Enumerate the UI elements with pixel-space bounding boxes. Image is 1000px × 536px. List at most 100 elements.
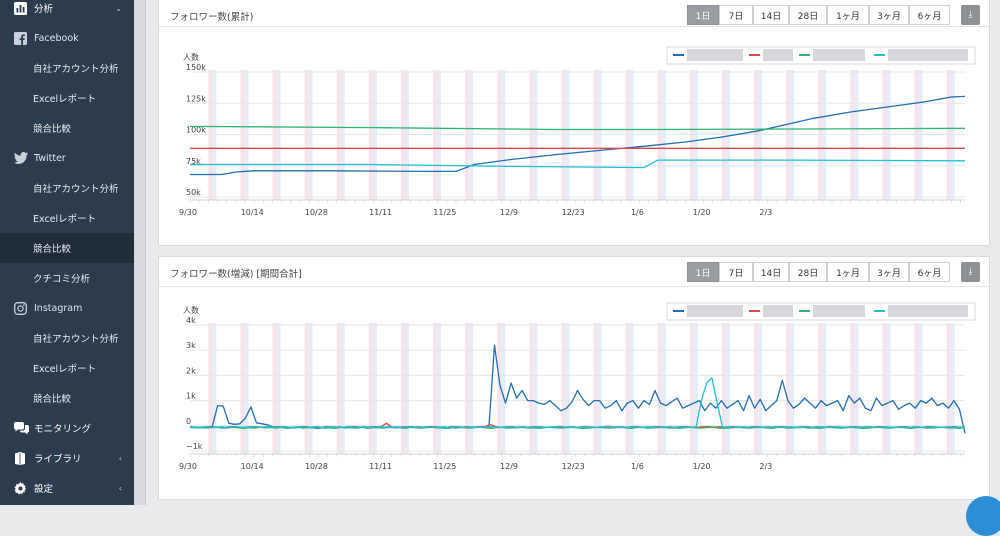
x-tick-label: 12/23 bbox=[562, 462, 585, 471]
x-tick-label: 1/20 bbox=[693, 208, 711, 217]
sidebar-item-6[interactable]: 自社アカウント分析 bbox=[0, 173, 134, 203]
x-tick-label: 11/11 bbox=[369, 462, 392, 471]
x-tick-label: 1/20 bbox=[693, 462, 711, 471]
range-button-3[interactable]: 28日 bbox=[789, 262, 827, 282]
panel-title: フォロワー数(増減) [期間合計] bbox=[170, 269, 302, 280]
range-button-5[interactable]: 3ヶ月 bbox=[869, 262, 909, 282]
x-tick-label: 2/3 bbox=[759, 208, 772, 217]
sidebar-item-8[interactable]: 競合比較 bbox=[0, 233, 134, 263]
sidebar-item-0[interactable]: 分析 ⌄ bbox=[0, 0, 134, 23]
sidebar-item-14[interactable]: モニタリング bbox=[0, 413, 134, 443]
sidebar-item-7[interactable]: Excelレポート bbox=[0, 203, 134, 233]
sidebar-item-3[interactable]: Excelレポート bbox=[0, 83, 134, 113]
sidebar-item-12[interactable]: Excelレポート bbox=[0, 353, 134, 383]
series-line-3 bbox=[189, 377, 966, 428]
help-chat-button[interactable] bbox=[966, 496, 1000, 536]
sidebar-item-label: Excelレポート bbox=[33, 364, 97, 375]
gear-icon bbox=[14, 481, 27, 495]
x-tick-label: 12/23 bbox=[562, 208, 585, 217]
legend-label-redacted bbox=[888, 305, 968, 317]
chevron-icon: ‹ bbox=[118, 453, 122, 463]
chat-bubbles-icon bbox=[14, 421, 29, 435]
sidebar: 分析 ⌄ Facebook 自社アカウント分析 Excelレポート 競合比較 Twitter… bbox=[0, 0, 134, 505]
sidebar-item-label: 自社アカウント分析 bbox=[33, 184, 119, 195]
sidebar-item-label: Excelレポート bbox=[33, 94, 97, 105]
sidebar-item-label: 競合比較 bbox=[33, 394, 72, 405]
range-button-6[interactable]: 6ヶ月 bbox=[909, 262, 950, 282]
facebook-icon bbox=[14, 31, 27, 45]
panel-header: フォロワー数(累計) 1日 7日 14日 28日 1ヶ月 3ヶ月 6ヶ月 ⤓ bbox=[159, 0, 989, 27]
legend-label-redacted bbox=[687, 49, 743, 61]
legend-label-redacted bbox=[687, 305, 743, 317]
sidebar-item-9[interactable]: クチコミ分析 bbox=[0, 263, 134, 293]
sidebar-item-13[interactable]: 競合比較 bbox=[0, 383, 134, 413]
panel-title: フォロワー数(累計) bbox=[170, 12, 254, 23]
sidebar-item-15[interactable]: ライブラリ ‹ bbox=[0, 443, 134, 473]
sidebar-item-1[interactable]: Facebook bbox=[0, 23, 134, 53]
y-tick-label: 100k bbox=[186, 126, 206, 135]
x-tick-label: 11/25 bbox=[433, 462, 456, 471]
chart-legend bbox=[666, 46, 976, 65]
legend-swatch bbox=[874, 54, 885, 56]
x-tick-label: 10/14 bbox=[241, 208, 264, 217]
range-button-2[interactable]: 14日 bbox=[753, 262, 789, 282]
chevron-icon: ‹ bbox=[118, 483, 122, 493]
legend-swatch bbox=[874, 310, 885, 312]
panel-header: フォロワー数(増減) [期間合計] 1日 7日 14日 28日 1ヶ月 3ヶ月 6ヶ月 ⤓ bbox=[159, 257, 989, 287]
x-tick-label: 12/9 bbox=[500, 462, 518, 471]
legend-swatch bbox=[673, 310, 684, 312]
range-button-4[interactable]: 1ヶ月 bbox=[827, 262, 869, 282]
y-tick-label: 50k bbox=[186, 188, 201, 197]
legend-label-redacted bbox=[888, 49, 968, 61]
y-tick-label: 0 bbox=[186, 417, 191, 426]
chart-panel-delta: フォロワー数(増減) [期間合計] 1日 7日 14日 28日 1ヶ月 3ヶ月 6ヶ月 ⤓ 4… bbox=[158, 256, 990, 500]
x-tick-label: 12/9 bbox=[500, 208, 518, 217]
legend-swatch bbox=[799, 54, 810, 56]
main-content: フォロワー数(累計) 1日 7日 14日 28日 1ヶ月 3ヶ月 6ヶ月 ⤓ 150k 125k… bbox=[147, 0, 1000, 505]
legend-label-redacted bbox=[813, 49, 865, 61]
sidebar-item-5[interactable]: Twitter bbox=[0, 143, 134, 173]
chart-panel-cumulative: フォロワー数(累計) 1日 7日 14日 28日 1ヶ月 3ヶ月 6ヶ月 ⤓ 150k 125k… bbox=[158, 0, 990, 246]
y-tick-label: 3k bbox=[186, 341, 196, 350]
x-tick-label: 9/30 bbox=[179, 208, 197, 217]
sidebar-item-16[interactable]: 設定 ‹ bbox=[0, 473, 134, 503]
range-button-0[interactable]: 1日 bbox=[687, 5, 719, 25]
sidebar-item-label: Twitter bbox=[34, 152, 66, 164]
legend-label-redacted bbox=[763, 305, 793, 317]
y-tick-label: 4k bbox=[186, 316, 196, 325]
legend-swatch bbox=[749, 54, 760, 56]
range-button-5[interactable]: 3ヶ月 bbox=[869, 5, 909, 25]
y-axis-unit: 人数 bbox=[183, 305, 199, 315]
range-button-2[interactable]: 14日 bbox=[753, 5, 789, 25]
sidebar-item-2[interactable]: 自社アカウント分析 bbox=[0, 53, 134, 83]
download-icon[interactable]: ⤓ bbox=[961, 262, 980, 282]
x-tick-label: 9/30 bbox=[179, 462, 197, 471]
instagram-icon bbox=[14, 301, 27, 315]
sidebar-item-label: 競合比較 bbox=[33, 124, 72, 135]
download-icon[interactable]: ⤓ bbox=[961, 5, 980, 25]
sidebar-item-11[interactable]: 自社アカウント分析 bbox=[0, 323, 134, 353]
sidebar-item-10[interactable]: Instagram bbox=[0, 293, 134, 323]
range-button-0[interactable]: 1日 bbox=[687, 262, 719, 282]
range-button-4[interactable]: 1ヶ月 bbox=[827, 5, 869, 25]
sidebar-item-label: 自社アカウント分析 bbox=[33, 64, 119, 75]
legend-label-redacted bbox=[763, 49, 793, 61]
y-tick-label: 150k bbox=[186, 63, 206, 72]
sidebar-item-4[interactable]: 競合比較 bbox=[0, 113, 134, 143]
range-button-1[interactable]: 7日 bbox=[719, 262, 753, 282]
sidebar-item-label: モニタリング bbox=[34, 424, 92, 435]
series-line-2 bbox=[189, 125, 966, 131]
legend-swatch bbox=[749, 310, 760, 312]
legend-label-redacted bbox=[813, 305, 865, 317]
sidebar-item-label: 設定 bbox=[34, 484, 54, 495]
y-tick-label: 1k bbox=[186, 392, 196, 401]
range-button-3[interactable]: 28日 bbox=[789, 5, 827, 25]
legend-swatch bbox=[673, 54, 684, 56]
y-axis-unit: 人数 bbox=[183, 52, 199, 62]
book-icon bbox=[14, 451, 27, 465]
range-button-6[interactable]: 6ヶ月 bbox=[909, 5, 950, 25]
range-button-1[interactable]: 7日 bbox=[719, 5, 753, 25]
y-tick-label: 125k bbox=[186, 94, 206, 103]
x-tick-label: 11/25 bbox=[433, 208, 456, 217]
x-tick-label: 1/6 bbox=[631, 462, 644, 471]
